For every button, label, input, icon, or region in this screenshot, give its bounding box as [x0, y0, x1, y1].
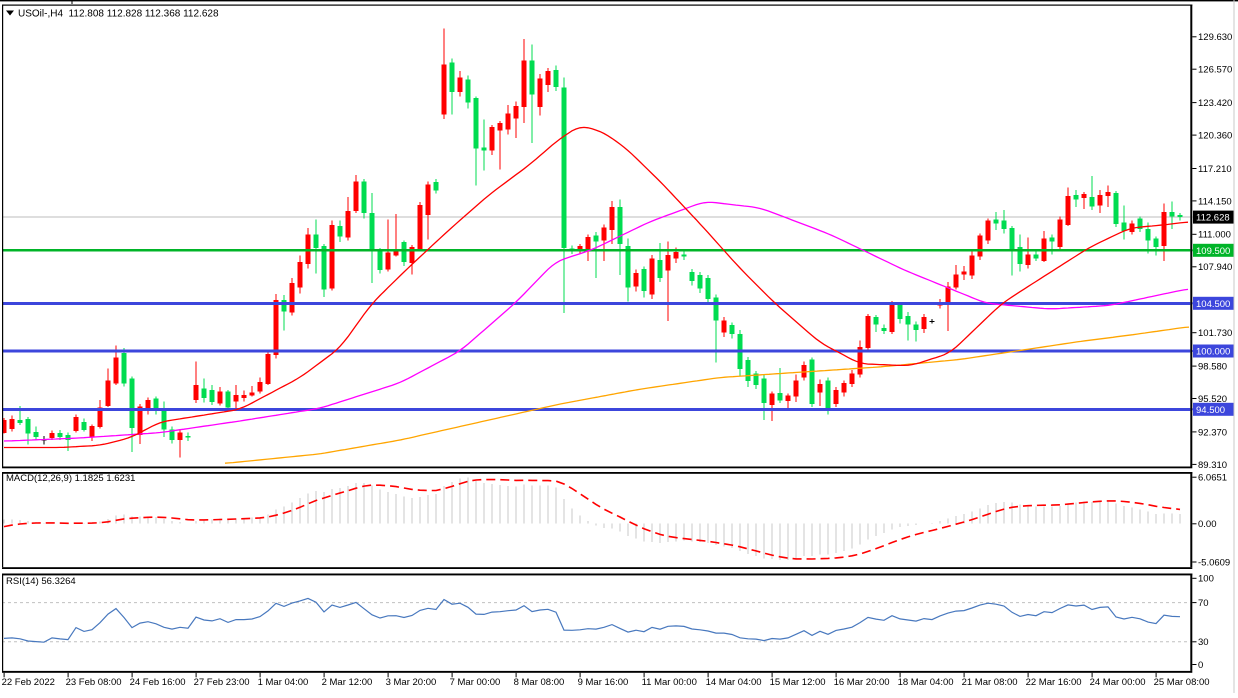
svg-text:95.520: 95.520	[1198, 394, 1227, 405]
svg-text:9 Mar 16:00: 9 Mar 16:00	[578, 677, 629, 688]
svg-text:24 Mar 00:00: 24 Mar 00:00	[1090, 677, 1146, 688]
svg-text:24 Feb 16:00: 24 Feb 16:00	[130, 677, 186, 688]
svg-text:111.000: 111.000	[1198, 230, 1231, 241]
svg-text:94.500: 94.500	[1196, 405, 1225, 416]
svg-text:101.730: 101.730	[1198, 328, 1232, 339]
svg-text:100.000: 100.000	[1196, 347, 1230, 358]
svg-text:16 Mar 20:00: 16 Mar 20:00	[834, 677, 890, 688]
svg-text:30: 30	[1198, 637, 1209, 648]
svg-text:11 Mar 00:00: 11 Mar 00:00	[642, 677, 697, 688]
svg-text:109.500: 109.500	[1196, 246, 1230, 257]
svg-text:15 Mar 12:00: 15 Mar 12:00	[770, 677, 826, 688]
svg-text:7 Mar 00:00: 7 Mar 00:00	[450, 677, 501, 688]
svg-text:117.210: 117.210	[1198, 164, 1232, 175]
svg-text:14 Mar 04:00: 14 Mar 04:00	[706, 677, 762, 688]
svg-text:18 Mar 04:00: 18 Mar 04:00	[898, 677, 954, 688]
svg-text:0: 0	[1198, 660, 1203, 671]
svg-text:123.420: 123.420	[1198, 98, 1232, 109]
svg-text:6.0651: 6.0651	[1198, 473, 1227, 484]
svg-text:107.940: 107.940	[1198, 262, 1232, 273]
svg-text:27 Feb 23:00: 27 Feb 23:00	[194, 677, 250, 688]
svg-text:0.00: 0.00	[1198, 519, 1217, 530]
svg-text:RSI(14) 56.3264: RSI(14) 56.3264	[6, 576, 76, 587]
svg-text:22 Feb 2022: 22 Feb 2022	[2, 677, 55, 688]
svg-text:USOil-,H4 112.808 112.828 112: USOil-,H4 112.808 112.828 112.368 112.62…	[18, 9, 219, 20]
svg-text:112.628: 112.628	[1196, 213, 1230, 224]
svg-text:23 Feb 08:00: 23 Feb 08:00	[66, 677, 122, 688]
svg-text:MACD(12,26,9) 1.1825 1.6231: MACD(12,26,9) 1.1825 1.6231	[6, 473, 135, 484]
svg-text:8 Mar 08:00: 8 Mar 08:00	[514, 677, 565, 688]
svg-text:120.360: 120.360	[1198, 131, 1232, 142]
svg-text:100: 100	[1198, 574, 1214, 585]
svg-text:104.500: 104.500	[1196, 299, 1230, 310]
svg-text:89.310: 89.310	[1198, 460, 1227, 471]
svg-text:98.580: 98.580	[1198, 362, 1227, 373]
svg-text:3 Mar 20:00: 3 Mar 20:00	[386, 677, 437, 688]
svg-text:92.370: 92.370	[1198, 427, 1227, 438]
svg-text:129.630: 129.630	[1198, 32, 1232, 43]
svg-text:1 Mar 04:00: 1 Mar 04:00	[258, 677, 309, 688]
svg-text:126.570: 126.570	[1198, 65, 1232, 76]
svg-text:114.150: 114.150	[1198, 196, 1232, 207]
svg-text:25 Mar 08:00: 25 Mar 08:00	[1154, 677, 1210, 688]
svg-text:70: 70	[1198, 598, 1209, 609]
svg-text:2 Mar 12:00: 2 Mar 12:00	[322, 677, 373, 688]
svg-text:-5.0609: -5.0609	[1198, 557, 1230, 568]
svg-text:21 Mar 08:00: 21 Mar 08:00	[962, 677, 1018, 688]
svg-text:22 Mar 16:00: 22 Mar 16:00	[1026, 677, 1082, 688]
